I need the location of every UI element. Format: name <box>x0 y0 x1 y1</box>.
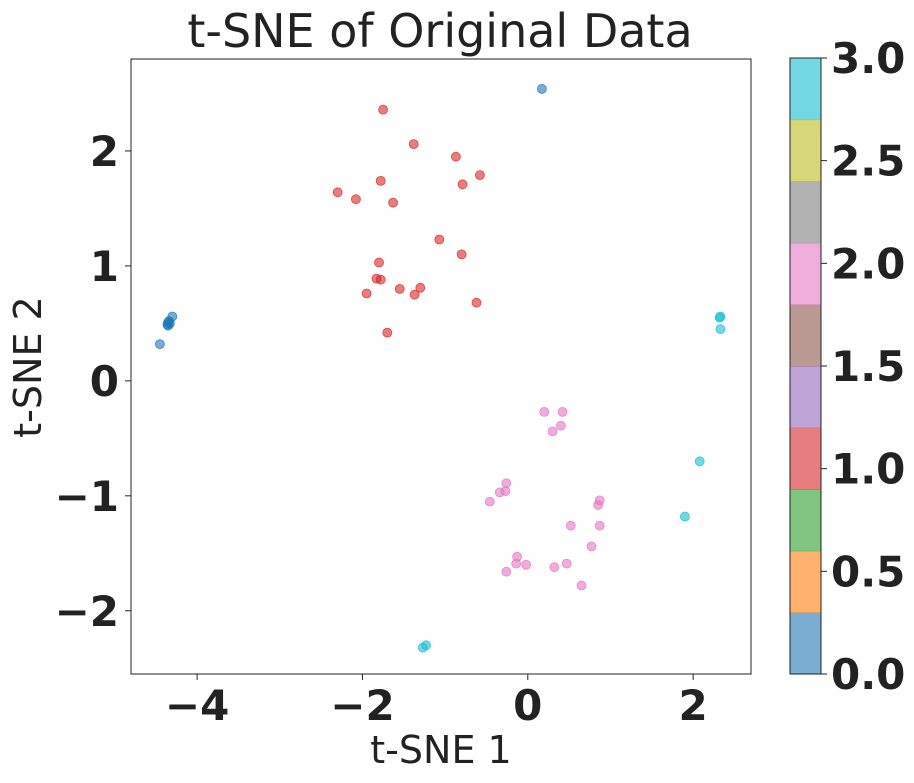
point-class-2-19 <box>576 580 587 591</box>
colorbar-tick-label: 1.0 <box>831 445 905 494</box>
point-class-1-10 <box>456 249 467 260</box>
point-class-3-3 <box>694 456 705 467</box>
point-class-1-15 <box>361 288 372 299</box>
colorbar-band-4 <box>790 366 821 429</box>
point-class-2-1 <box>557 406 568 417</box>
colorbar-band-6 <box>790 242 821 305</box>
chart-title: t-SNE of Original Data <box>187 4 692 58</box>
point-class-2-11 <box>565 520 576 531</box>
colorbar-band-9 <box>790 58 821 121</box>
point-class-1-7 <box>350 194 361 205</box>
colorbar-band-0 <box>790 612 821 675</box>
point-class-1-8 <box>388 197 399 208</box>
point-class-1-1 <box>408 139 419 150</box>
y-tick-label: 1 <box>90 242 119 291</box>
point-class-1-0 <box>378 104 389 115</box>
point-class-1-17 <box>409 289 420 300</box>
plot-area <box>130 58 752 675</box>
point-class-2-0 <box>539 406 550 417</box>
point-class-2-7 <box>484 496 495 507</box>
x-axis-label: t-SNE 1 <box>370 728 511 772</box>
colorbar-tick-label: 2.5 <box>831 137 905 186</box>
point-class-0-0 <box>537 84 547 94</box>
point-class-1-14 <box>394 283 405 294</box>
point-class-1-5 <box>474 170 485 181</box>
y-tick-label: 2 <box>90 127 119 176</box>
point-class-2-17 <box>549 562 560 572</box>
colorbar-band-5 <box>790 304 821 367</box>
point-class-2-14 <box>511 558 522 569</box>
colorbar-tick-label: 0.0 <box>831 650 905 699</box>
y-tick-label: −2 <box>55 587 119 636</box>
x-tick-label: −4 <box>165 681 229 730</box>
point-class-1-18 <box>471 297 482 308</box>
point-class-1-4 <box>457 179 468 190</box>
colorbar <box>790 58 821 675</box>
point-class-2-6 <box>500 486 511 497</box>
point-class-2-16 <box>561 558 572 569</box>
point-class-2-15 <box>521 559 531 570</box>
point-class-3-2 <box>715 324 726 335</box>
point-class-0-7 <box>163 320 174 331</box>
colorbar-tick-label: 0.5 <box>831 547 905 596</box>
y-tick-label: 0 <box>90 357 119 406</box>
colorbar-band-7 <box>790 181 821 244</box>
colorbar-tick-label: 1.5 <box>831 342 905 391</box>
x-axis-ticks: −4 −2 0 2 <box>165 674 708 730</box>
point-class-1-11 <box>374 257 384 268</box>
point-class-1-13 <box>375 274 386 285</box>
colorbar-band-3 <box>790 427 821 490</box>
point-class-3-4 <box>680 511 690 522</box>
point-class-2-9 <box>593 500 603 510</box>
colorbar-ticks: 0.0 0.5 1.0 1.5 2.0 2.5 3.0 <box>821 34 905 699</box>
point-class-3-1 <box>715 311 726 322</box>
x-tick-label: 0 <box>513 681 542 730</box>
point-class-1-2 <box>450 151 461 162</box>
point-class-1-6 <box>332 187 343 198</box>
point-class-1-19 <box>382 327 393 338</box>
colorbar-band-1 <box>790 550 821 613</box>
point-class-2-12 <box>586 541 597 552</box>
x-tick-label: 2 <box>679 681 708 730</box>
point-class-1-3 <box>375 175 386 186</box>
colorbar-tick-label: 3.0 <box>831 34 905 83</box>
scatter-points <box>154 84 726 653</box>
point-class-1-16 <box>415 282 426 293</box>
point-class-1-9 <box>434 234 445 245</box>
colorbar-band-8 <box>790 119 821 182</box>
point-class-2-18 <box>501 566 512 577</box>
y-tick-label: −1 <box>55 472 119 521</box>
point-class-2-4 <box>501 478 512 489</box>
colorbar-tick-label: 2.0 <box>831 239 905 288</box>
y-axis-ticks: −2 −1 0 1 2 <box>55 127 131 636</box>
point-class-2-10 <box>594 520 605 531</box>
y-axis-label: t-SNE 2 <box>6 296 50 437</box>
x-tick-label: −2 <box>330 681 394 730</box>
point-class-2-3 <box>547 426 558 437</box>
point-class-0-1 <box>154 339 165 350</box>
colorbar-band-2 <box>790 489 821 552</box>
point-class-2-2 <box>556 420 566 431</box>
point-class-3-6 <box>417 642 428 653</box>
